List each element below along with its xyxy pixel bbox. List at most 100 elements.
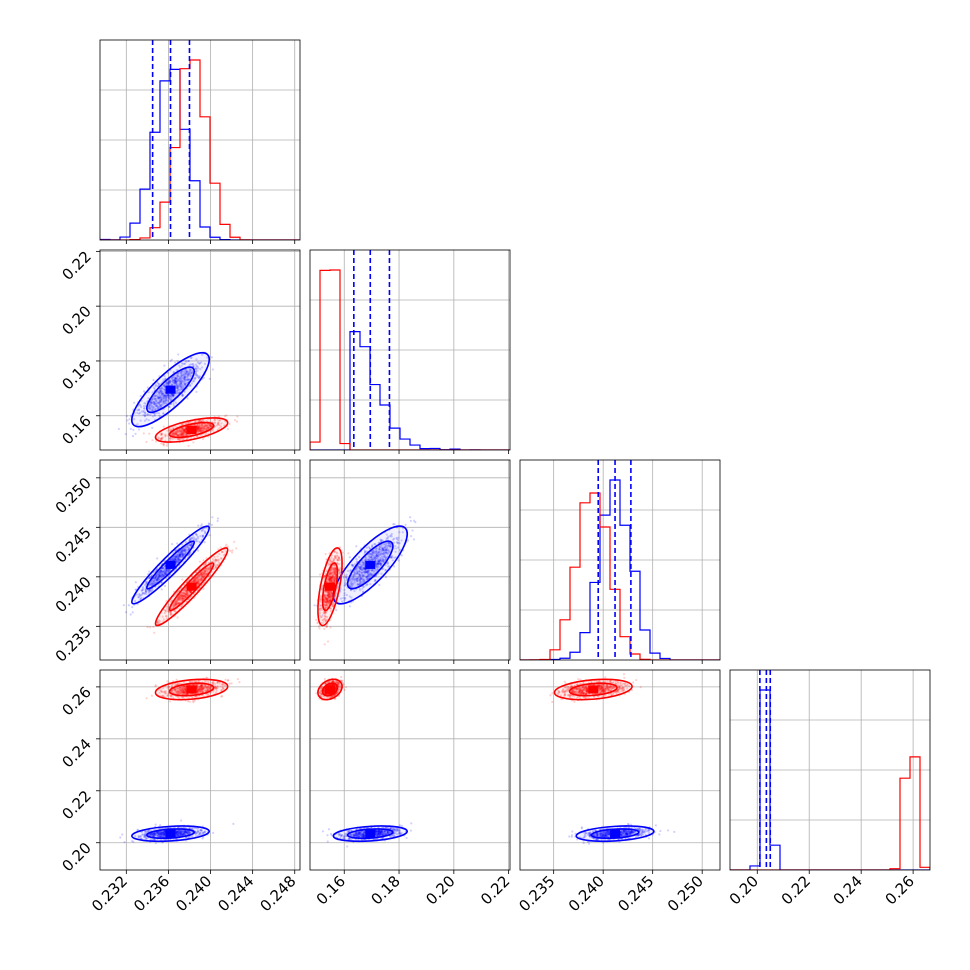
sample-point (149, 838, 152, 841)
sample-point (357, 565, 360, 568)
sample-point (181, 593, 184, 596)
sample-point (182, 590, 186, 593)
sample-point (202, 534, 205, 537)
sample-point (151, 834, 154, 837)
sample-point (338, 568, 341, 571)
sample-point (175, 381, 178, 384)
sample-point (330, 595, 333, 598)
sample-point (330, 579, 333, 582)
sample-point (145, 837, 149, 840)
density-peak (186, 582, 197, 591)
sample-point (335, 556, 338, 560)
sample-point (324, 596, 328, 600)
sample-point (180, 830, 183, 833)
sample-point (164, 571, 167, 574)
sample-point (168, 381, 172, 384)
sample-point (181, 550, 184, 553)
sample-point (183, 595, 186, 598)
sample-point (327, 577, 331, 580)
sample-point (178, 379, 181, 383)
sample-point (148, 583, 151, 586)
sample-point (179, 550, 182, 553)
sample-point (145, 440, 148, 444)
sample-point (201, 419, 205, 423)
sample-point (148, 589, 151, 592)
sample-point (165, 398, 168, 401)
sample-point (191, 537, 194, 540)
sample-point (163, 573, 166, 576)
sample-point (193, 580, 196, 583)
sample-point (183, 372, 187, 375)
sample-point (195, 533, 198, 536)
sample-point (326, 597, 330, 600)
sample-point (363, 570, 367, 573)
sample-point (356, 580, 359, 583)
sample-point (160, 442, 163, 445)
sample-point (184, 830, 187, 833)
sample-point (375, 557, 379, 560)
sample-point (326, 600, 330, 603)
sample-point (152, 834, 156, 838)
sample-point (162, 443, 165, 446)
sample-point (349, 582, 352, 586)
sample-point (147, 391, 150, 394)
sample-point (381, 557, 384, 560)
sample-point (148, 403, 152, 407)
sample-point (159, 832, 162, 836)
sample-point (160, 387, 163, 390)
sample-point (201, 571, 204, 575)
sample-point (359, 577, 363, 580)
sample-point (331, 605, 334, 608)
sample-point (160, 392, 163, 395)
sample-point (196, 426, 199, 429)
sample-point (176, 597, 180, 600)
sample-point (167, 395, 170, 399)
sample-point (365, 571, 368, 574)
sample-point (358, 582, 361, 586)
sample-point (208, 522, 211, 526)
sample-point (159, 400, 162, 403)
sample-point (154, 823, 157, 826)
sample-point (170, 557, 174, 560)
sample-point (320, 596, 323, 599)
sample-point (159, 404, 163, 407)
sample-point (162, 571, 166, 574)
sample-point (202, 573, 205, 576)
sample-point (381, 549, 384, 552)
sample-point (331, 575, 334, 579)
sample-point (154, 398, 157, 401)
sample-point (194, 367, 197, 371)
histogram-step-red (520, 492, 720, 660)
sample-point (375, 553, 378, 556)
sample-point (159, 389, 162, 392)
sample-point (175, 431, 178, 434)
sample-point (177, 385, 180, 388)
sample-point (225, 543, 228, 546)
sample-point (198, 573, 201, 577)
sample-point (382, 549, 385, 552)
sample-point (201, 832, 204, 835)
sample-point (163, 584, 167, 588)
sample-point (331, 593, 334, 597)
sample-point (194, 578, 197, 581)
sample-point (196, 577, 199, 580)
sample-point (325, 599, 328, 602)
sample-point (196, 365, 199, 368)
sample-point (323, 595, 327, 598)
sample-point (319, 607, 322, 610)
sample-point (196, 579, 200, 582)
sample-point (174, 376, 177, 380)
sample-point (359, 565, 362, 569)
sample-point (158, 400, 161, 403)
sample-point (359, 581, 362, 585)
sample-point (177, 602, 180, 605)
sample-point (156, 405, 159, 408)
sample-point (160, 573, 163, 576)
sample-point (412, 519, 416, 522)
sample-point (180, 377, 183, 380)
sample-point (143, 592, 146, 595)
sample-point (324, 611, 328, 614)
sample-point (168, 610, 171, 613)
sample-point (184, 551, 187, 554)
sample-point (182, 547, 185, 550)
